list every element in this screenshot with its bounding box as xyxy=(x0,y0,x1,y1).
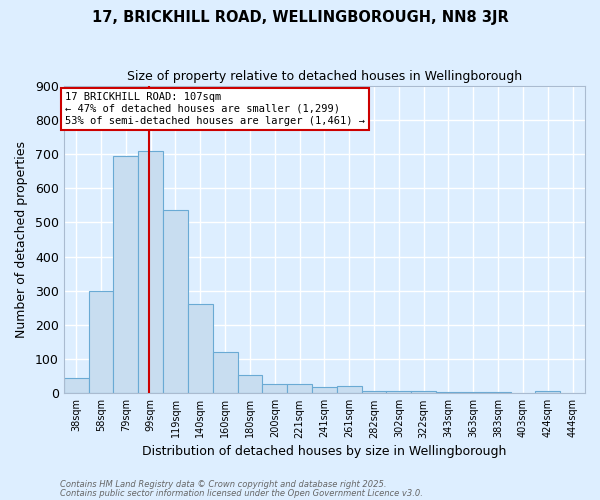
Bar xyxy=(535,391,560,394)
Bar xyxy=(511,392,535,394)
Text: Contains public sector information licensed under the Open Government Licence v3: Contains public sector information licen… xyxy=(60,488,423,498)
Bar xyxy=(362,390,386,394)
Bar xyxy=(89,290,113,394)
Bar xyxy=(138,150,163,394)
Bar xyxy=(386,391,411,394)
Y-axis label: Number of detached properties: Number of detached properties xyxy=(15,141,28,338)
Bar xyxy=(436,392,461,394)
Text: Contains HM Land Registry data © Crown copyright and database right 2025.: Contains HM Land Registry data © Crown c… xyxy=(60,480,386,489)
Bar xyxy=(213,352,238,394)
Bar xyxy=(486,392,511,394)
Bar xyxy=(287,384,312,394)
Text: 17 BRICKHILL ROAD: 107sqm
← 47% of detached houses are smaller (1,299)
53% of se: 17 BRICKHILL ROAD: 107sqm ← 47% of detac… xyxy=(65,92,365,126)
Bar xyxy=(64,378,89,394)
Bar xyxy=(461,392,486,394)
Bar xyxy=(312,387,337,394)
Bar xyxy=(163,210,188,394)
Bar xyxy=(262,384,287,394)
Text: 17, BRICKHILL ROAD, WELLINGBOROUGH, NN8 3JR: 17, BRICKHILL ROAD, WELLINGBOROUGH, NN8 … xyxy=(92,10,508,25)
Title: Size of property relative to detached houses in Wellingborough: Size of property relative to detached ho… xyxy=(127,70,522,83)
Bar xyxy=(337,386,362,394)
Bar xyxy=(238,374,262,394)
Bar xyxy=(188,304,213,394)
Bar xyxy=(411,391,436,394)
X-axis label: Distribution of detached houses by size in Wellingborough: Distribution of detached houses by size … xyxy=(142,444,506,458)
Bar xyxy=(113,156,138,394)
